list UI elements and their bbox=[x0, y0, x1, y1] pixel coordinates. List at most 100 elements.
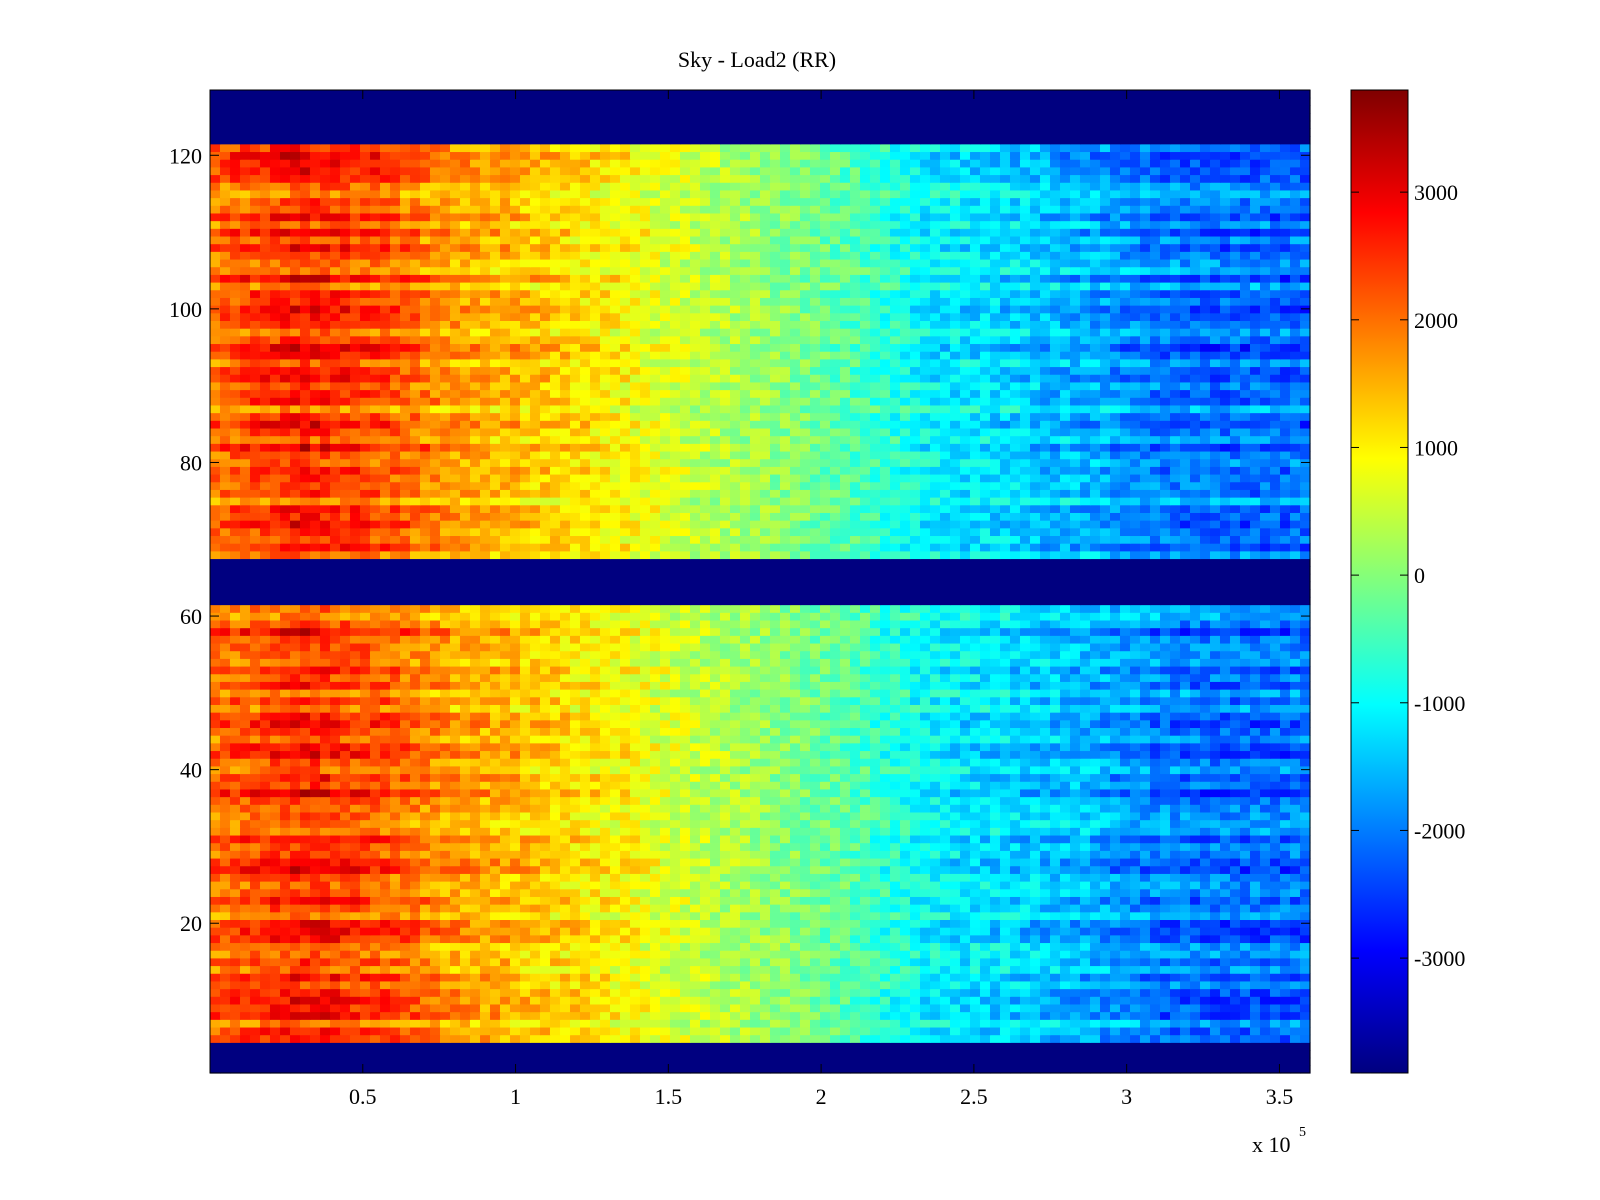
heatmap-cell bbox=[870, 1057, 881, 1066]
heatmap-cell bbox=[820, 750, 831, 759]
heatmap-cell bbox=[980, 804, 991, 813]
heatmap-cell bbox=[960, 965, 971, 974]
heatmap-cell bbox=[940, 804, 951, 813]
heatmap-cell bbox=[960, 842, 971, 851]
heatmap-cell bbox=[610, 819, 621, 828]
heatmap-cell bbox=[1040, 796, 1051, 805]
heatmap-cell bbox=[970, 881, 981, 890]
heatmap-cell bbox=[490, 1034, 501, 1043]
heatmap-cell bbox=[290, 827, 301, 836]
heatmap-cell bbox=[500, 735, 511, 744]
heatmap-cell bbox=[850, 1019, 861, 1028]
heatmap-cell bbox=[1120, 842, 1131, 851]
heatmap-cell bbox=[810, 1003, 821, 1013]
heatmap-cell bbox=[680, 888, 691, 897]
heatmap-cell bbox=[1010, 865, 1021, 874]
heatmap-cell bbox=[1120, 857, 1131, 867]
heatmap-cell bbox=[830, 781, 841, 790]
heatmap-cell bbox=[1020, 811, 1031, 821]
heatmap-cell bbox=[480, 750, 491, 759]
heatmap-cell bbox=[350, 1026, 361, 1036]
heatmap-cell bbox=[390, 888, 401, 897]
heatmap-cell bbox=[980, 781, 991, 790]
heatmap-cell bbox=[1280, 1026, 1291, 1036]
heatmap-cell bbox=[1120, 850, 1131, 859]
heatmap-cell bbox=[470, 842, 481, 851]
heatmap-cell bbox=[680, 1057, 691, 1066]
heatmap-cell bbox=[630, 1049, 641, 1059]
heatmap-cell bbox=[1250, 850, 1261, 859]
heatmap-cell bbox=[390, 727, 401, 736]
heatmap-cell bbox=[1210, 811, 1221, 821]
heatmap-cell bbox=[460, 850, 471, 859]
heatmap-cell bbox=[860, 965, 871, 974]
heatmap-cell bbox=[640, 1011, 651, 1020]
heatmap-cell bbox=[980, 742, 991, 752]
heatmap-cell bbox=[230, 750, 241, 759]
heatmap-cell bbox=[800, 804, 811, 813]
heatmap-cell bbox=[640, 796, 651, 805]
heatmap-cell bbox=[990, 919, 1001, 928]
heatmap-cell bbox=[820, 804, 831, 813]
heatmap-cell bbox=[460, 919, 471, 928]
heatmap-cell bbox=[930, 804, 941, 813]
heatmap-cell bbox=[710, 881, 721, 890]
heatmap-cell bbox=[970, 896, 981, 905]
heatmap-cell bbox=[790, 911, 801, 921]
heatmap-cell bbox=[470, 1057, 481, 1066]
heatmap-cell bbox=[250, 1042, 261, 1051]
heatmap-cell bbox=[850, 896, 861, 905]
heatmap-cell bbox=[690, 827, 701, 836]
heatmap-cell bbox=[400, 888, 411, 897]
heatmap-cell bbox=[1180, 819, 1191, 828]
heatmap-cell bbox=[1300, 727, 1311, 736]
heatmap-cell bbox=[870, 727, 881, 736]
heatmap-cell bbox=[760, 873, 771, 882]
heatmap-cell bbox=[830, 758, 841, 767]
heatmap-cell bbox=[790, 996, 801, 1005]
heatmap-cell bbox=[1170, 1011, 1181, 1020]
heatmap-cell bbox=[1110, 1065, 1121, 1074]
heatmap-cell bbox=[1040, 750, 1051, 759]
heatmap-cell bbox=[720, 873, 731, 882]
heatmap-cell bbox=[520, 750, 531, 759]
heatmap-cell bbox=[760, 773, 771, 782]
heatmap-cell bbox=[630, 919, 641, 928]
heatmap-cell bbox=[550, 719, 561, 729]
heatmap-cell bbox=[1250, 1003, 1261, 1013]
heatmap-cell bbox=[650, 758, 661, 767]
heatmap-cell bbox=[880, 950, 891, 959]
heatmap-cell bbox=[800, 980, 811, 990]
heatmap-cell bbox=[280, 811, 291, 821]
heatmap-cell bbox=[470, 881, 481, 890]
heatmap-cell bbox=[520, 1026, 531, 1036]
heatmap-cell bbox=[440, 873, 451, 882]
heatmap-cell bbox=[1020, 957, 1031, 967]
heatmap-cell bbox=[1100, 873, 1111, 882]
heatmap-cell bbox=[410, 1026, 421, 1036]
heatmap-cell bbox=[820, 957, 831, 967]
heatmap-cell bbox=[910, 727, 921, 736]
heatmap-cell bbox=[280, 919, 291, 928]
heatmap-cell bbox=[1130, 1019, 1141, 1028]
heatmap-cell bbox=[430, 1019, 441, 1028]
heatmap-cell bbox=[570, 842, 581, 851]
heatmap-cell bbox=[980, 957, 991, 967]
heatmap-cell bbox=[620, 896, 631, 905]
heatmap-cell bbox=[1290, 773, 1301, 782]
heatmap-cell bbox=[1010, 888, 1021, 897]
heatmap-cell bbox=[1160, 788, 1171, 798]
heatmap-cell bbox=[240, 973, 251, 982]
heatmap-cell bbox=[920, 865, 931, 874]
heatmap-cell bbox=[210, 750, 221, 759]
heatmap-cell bbox=[400, 750, 411, 759]
heatmap-cell bbox=[1120, 1049, 1131, 1059]
heatmap-cell bbox=[210, 957, 221, 967]
heatmap-cell bbox=[610, 934, 621, 944]
heatmap-cell bbox=[1010, 950, 1021, 959]
heatmap-cell bbox=[500, 804, 511, 813]
heatmap-cell bbox=[1200, 1057, 1211, 1066]
heatmap-cell bbox=[1080, 988, 1091, 997]
heatmap-cell bbox=[710, 957, 721, 967]
heatmap-cell bbox=[850, 842, 861, 851]
